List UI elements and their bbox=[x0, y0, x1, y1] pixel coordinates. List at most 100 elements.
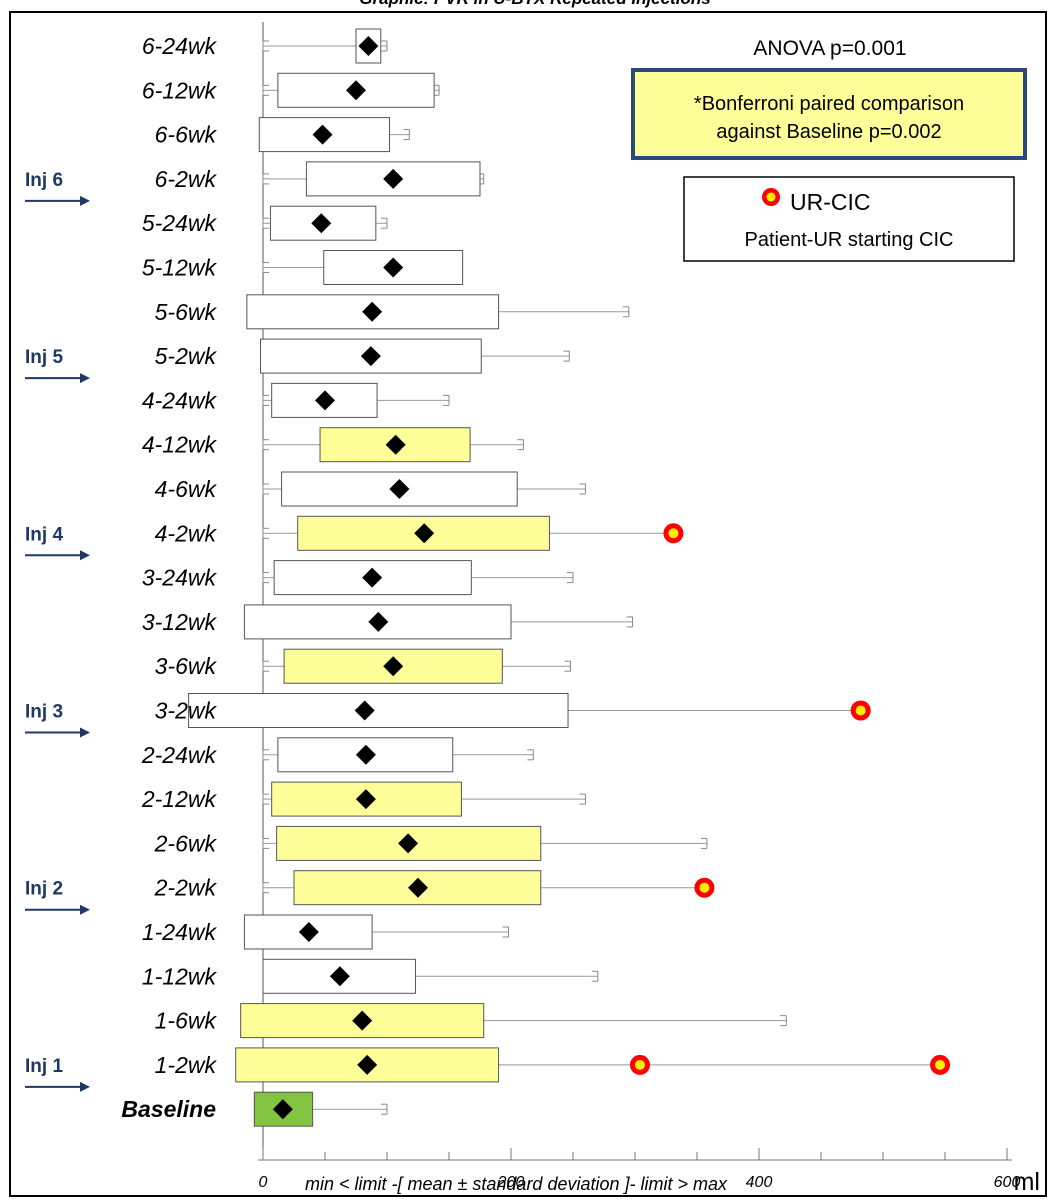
injection-arrows-layer: Inj 6 Inj 5 Inj 4 Inj 3 Inj 2 Inj 1 bbox=[25, 170, 90, 1092]
category-label-3-24wk: 3-24wk bbox=[142, 565, 218, 591]
row-2-12wk: 2-12wk bbox=[141, 781, 586, 817]
x-tick-label-0: 0 bbox=[259, 1174, 268, 1191]
outlier-marker-core-4-2wk-0 bbox=[668, 528, 679, 539]
row-2-6wk: 2-6wk bbox=[154, 825, 708, 861]
mean-marker-3-12wk bbox=[368, 611, 389, 632]
row-3-12wk: 3-12wk bbox=[142, 604, 634, 640]
legend-description: Patient-UR starting CIC bbox=[745, 229, 954, 251]
category-label-1-2wk: 1-2wk bbox=[155, 1052, 218, 1078]
category-label-4-24wk: 4-24wk bbox=[142, 387, 218, 413]
mean-marker-1-6wk bbox=[352, 1010, 373, 1031]
category-label-2-24wk: 2-24wk bbox=[141, 742, 218, 768]
mean-marker-6-12wk bbox=[346, 80, 366, 101]
injection-label-3: Inj 3 bbox=[25, 702, 63, 723]
row-4-6wk: 4-6wk bbox=[155, 471, 586, 507]
mean-marker-5-6wk bbox=[362, 301, 383, 322]
outlier-marker-core-2-2wk-0 bbox=[699, 882, 710, 893]
mean-marker-1-2wk bbox=[357, 1054, 378, 1075]
category-label-4-2wk: 4-2wk bbox=[155, 520, 218, 546]
category-label-3-6wk: 3-6wk bbox=[155, 653, 218, 679]
mean-marker-2-24wk bbox=[355, 744, 376, 765]
injection-arrow-icon-5 bbox=[80, 1081, 90, 1092]
injection-label-1: Inj 5 bbox=[25, 347, 63, 368]
outlier-marker-core-1-2wk-1 bbox=[935, 1059, 946, 1070]
category-label-6-12wk: 6-12wk bbox=[142, 77, 218, 103]
mean-marker-6-2wk bbox=[383, 168, 404, 189]
legend-marker-label: UR-CIC bbox=[790, 189, 871, 215]
injection-label-5: Inj 1 bbox=[25, 1056, 63, 1077]
category-label-6-2wk: 6-2wk bbox=[155, 166, 218, 192]
mean-marker-4-12wk bbox=[385, 434, 406, 455]
bonferroni-line-2: against Baseline p=0.002 bbox=[716, 121, 941, 143]
plot-frame bbox=[9, 11, 1047, 1197]
category-label-5-24wk: 5-24wk bbox=[142, 210, 218, 236]
row-6-2wk: 6-2wk bbox=[155, 161, 485, 197]
bonferroni-line-1: *Bonferroni paired comparison bbox=[694, 93, 964, 115]
legend-marker-icon-core bbox=[766, 192, 776, 202]
row-Baseline: Baseline bbox=[121, 1091, 388, 1127]
row-5-6wk: 5-6wk bbox=[155, 294, 630, 330]
mean-marker-5-12wk bbox=[383, 257, 404, 278]
category-label-5-6wk: 5-6wk bbox=[155, 299, 218, 325]
row-4-12wk: 4-12wk bbox=[142, 427, 524, 463]
outlier-marker-core-1-2wk-0 bbox=[634, 1059, 645, 1070]
row-4-24wk: 4-24wk bbox=[142, 382, 450, 418]
mean-marker-2-6wk bbox=[398, 833, 419, 854]
injection-arrow-icon-0 bbox=[80, 195, 90, 206]
mean-marker-6-6wk bbox=[312, 124, 333, 145]
mean-marker-4-24wk bbox=[315, 390, 335, 411]
row-6-24wk: 6-24wk bbox=[142, 28, 388, 64]
sd-box-4-24wk bbox=[271, 382, 378, 418]
category-label-1-6wk: 1-6wk bbox=[155, 1008, 218, 1034]
mean-marker-5-24wk bbox=[311, 213, 332, 234]
mean-marker-Baseline bbox=[272, 1099, 293, 1120]
category-label-5-12wk: 5-12wk bbox=[142, 255, 218, 281]
rows-layer: 6-24wk 6-12wk 6-6wk 6-2wk 5-24wk 5-12wk 5-6wk 5… bbox=[121, 28, 951, 1127]
category-label-2-2wk: 2-2wk bbox=[154, 875, 218, 901]
anova-annotation: ANOVA p=0.001 bbox=[753, 37, 906, 60]
row-1-24wk: 1-24wk bbox=[142, 914, 510, 950]
mean-marker-6-24wk bbox=[358, 36, 379, 56]
outlier-marker-core-3-2wk-0 bbox=[855, 705, 866, 716]
mean-marker-3-6wk bbox=[383, 656, 404, 677]
row-2-2wk: 2-2wk bbox=[154, 870, 715, 906]
row-6-12wk: 6-12wk bbox=[142, 72, 440, 108]
row-5-24wk: 5-24wk bbox=[142, 205, 388, 241]
row-6-6wk: 6-6wk bbox=[155, 117, 410, 153]
mean-marker-5-2wk bbox=[360, 346, 381, 367]
mean-marker-4-2wk bbox=[414, 523, 435, 544]
injection-arrow-icon-3 bbox=[80, 727, 90, 738]
injection-label-2: Inj 4 bbox=[25, 524, 63, 545]
mean-marker-3-2wk bbox=[354, 700, 375, 721]
category-label-1-24wk: 1-24wk bbox=[142, 919, 218, 945]
mean-marker-4-6wk bbox=[389, 479, 410, 499]
category-label-6-6wk: 6-6wk bbox=[155, 122, 218, 148]
x-axis-layer: 0 200 400 600 min < limit -[ mean ± standard… bbox=[258, 1148, 1040, 1196]
category-label-2-12wk: 2-12wk bbox=[141, 786, 218, 812]
category-label-Baseline: Baseline bbox=[121, 1096, 216, 1122]
mean-marker-1-12wk bbox=[329, 966, 350, 987]
mean-marker-2-2wk bbox=[408, 877, 428, 898]
mean-marker-1-24wk bbox=[298, 922, 319, 942]
injection-label-0: Inj 6 bbox=[25, 170, 63, 191]
injection-label-4: Inj 2 bbox=[25, 879, 63, 900]
x-axis-caption: min < limit -[ mean ± standard deviation… bbox=[305, 1174, 728, 1194]
injection-arrow-icon-4 bbox=[80, 904, 90, 915]
row-5-2wk: 5-2wk bbox=[155, 338, 570, 374]
category-label-5-2wk: 5-2wk bbox=[155, 343, 218, 369]
row-3-6wk: 3-6wk bbox=[155, 648, 572, 684]
row-3-2wk: 3-2wk bbox=[155, 693, 871, 728]
row-2-24wk: 2-24wk bbox=[141, 737, 534, 773]
row-1-2wk: 1-2wk bbox=[155, 1047, 951, 1083]
row-5-12wk: 5-12wk bbox=[142, 250, 464, 285]
category-label-2-6wk: 2-6wk bbox=[154, 830, 218, 856]
sd-box-3-2wk bbox=[188, 693, 569, 728]
category-label-3-12wk: 3-12wk bbox=[142, 609, 218, 635]
x-tick-label-200: 200 bbox=[497, 1174, 525, 1191]
category-label-4-6wk: 4-6wk bbox=[155, 476, 218, 502]
category-label-3-2wk: 3-2wk bbox=[155, 698, 218, 724]
category-label-4-12wk: 4-12wk bbox=[142, 432, 218, 458]
x-tick-label-600: 600 bbox=[994, 1174, 1021, 1191]
row-1-6wk: 1-6wk bbox=[155, 1003, 787, 1039]
